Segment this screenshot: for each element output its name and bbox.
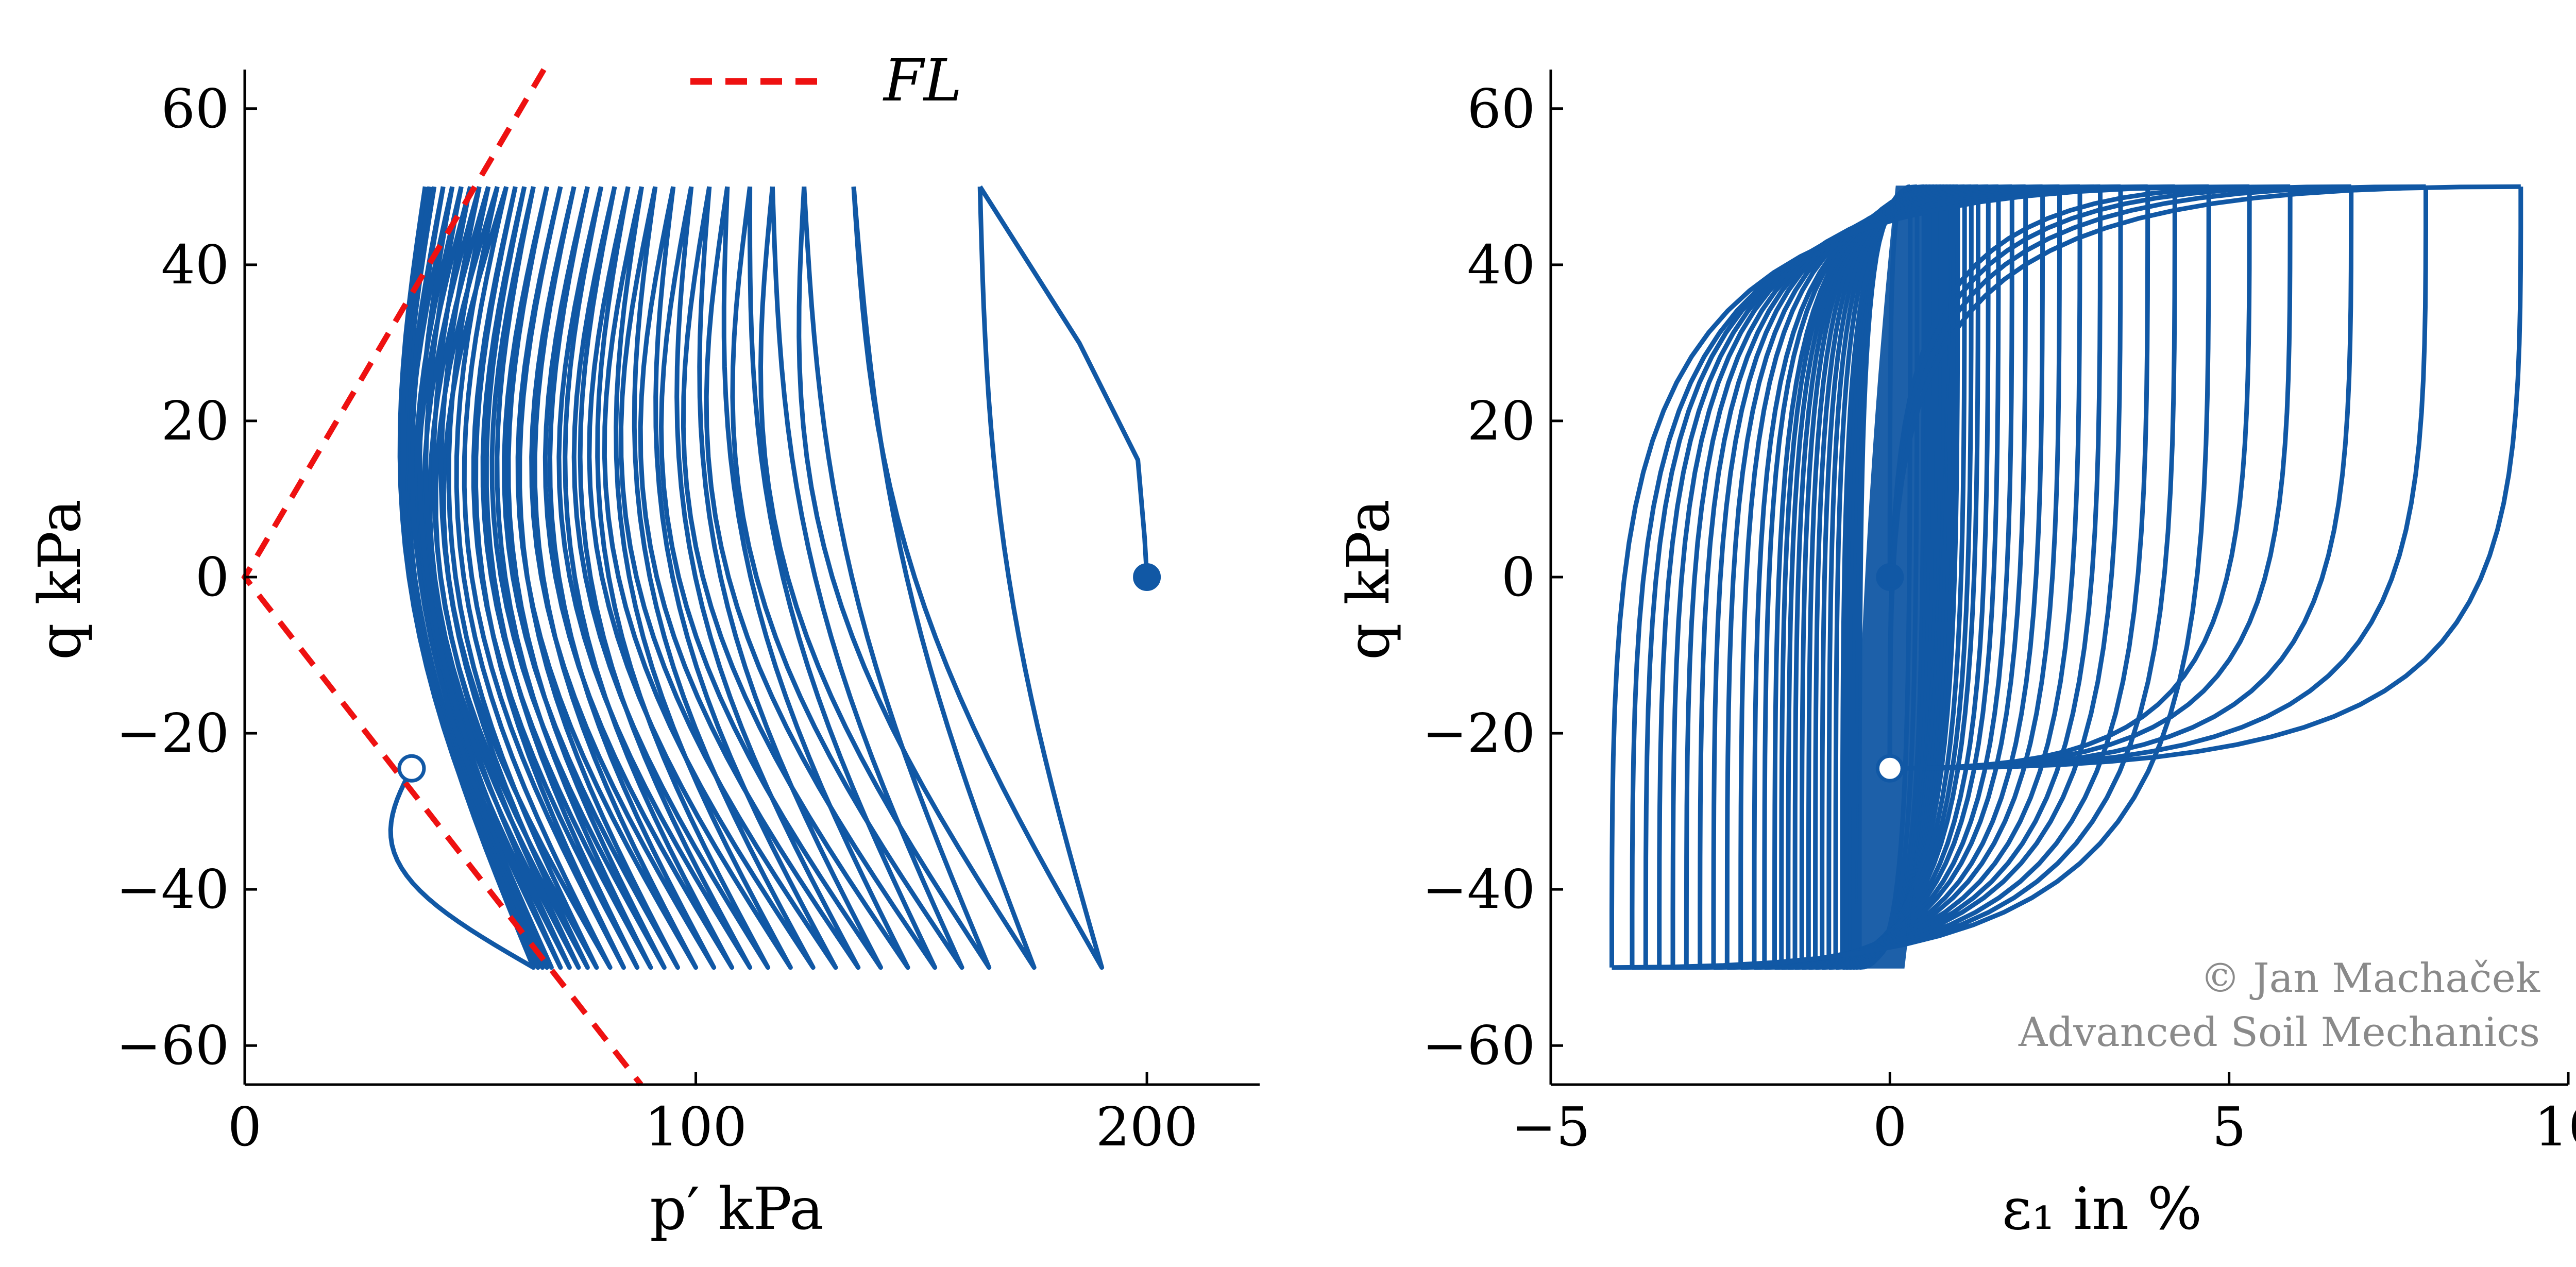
stress-path-y-tick-label: 20 <box>161 390 229 452</box>
stress-strain-x-tick-label: −5 <box>1511 1095 1590 1158</box>
stress-path-cycle <box>462 186 626 970</box>
stress-strain-unloading-branch <box>1890 187 2252 771</box>
stress-path-cycle <box>619 186 838 970</box>
legend: FL <box>690 47 962 114</box>
stress-path-y-tick-label: −20 <box>116 702 229 765</box>
stress-strain-markers <box>1875 563 1904 783</box>
stress-path-cycle <box>851 187 1105 970</box>
stress-path-cycle <box>441 185 613 970</box>
stress-path-cycle <box>529 186 717 970</box>
stress-path-cycle <box>502 186 680 970</box>
stress-strain-unloading-branch <box>1890 187 2428 771</box>
stress-path-y-label: q kPa <box>27 499 94 660</box>
stress-path-cycle <box>388 186 536 970</box>
stress-path-y-tick-label: 60 <box>161 77 229 140</box>
stress-strain-y-tick-label: 20 <box>1467 390 1535 452</box>
stress-path-cycle <box>602 186 816 970</box>
stress-path-end-marker <box>397 754 426 783</box>
stress-path-start-marker <box>1133 563 1161 591</box>
stress-strain-unloading-branch <box>1890 187 2293 771</box>
stress-path-curve <box>388 185 1149 970</box>
stress-path-cycle <box>571 186 771 970</box>
watermark-line-2: Advanced Soil Mechanics <box>2018 1009 2540 1056</box>
stress-strain-loading-branch <box>1609 184 2250 968</box>
stress-path-cycle <box>587 186 793 970</box>
stress-path-cycle <box>638 186 861 970</box>
stress-strain-start-marker <box>1876 563 1904 591</box>
stress-strain-curve <box>1609 184 2523 970</box>
stress-path-x-tick-label: 100 <box>645 1095 747 1158</box>
stress-strain-x-label: ε₁ in % <box>2002 1176 2202 1243</box>
stress-path-cycle <box>556 186 753 970</box>
stress-strain-unloading-branch <box>1890 187 2354 771</box>
watermark: © Jan Machaček Advanced Soil Mechanics <box>2018 955 2540 1056</box>
stress-strain-x-tick-label: 5 <box>2212 1095 2246 1158</box>
stress-strain-y-tick-label: 60 <box>1467 77 1535 140</box>
stress-path-cycle <box>659 186 883 970</box>
stress-strain-chart: −5 0 5 10 60 40 20 0 −20 −40 −60 ε₁ in % q kPa <box>1335 70 2576 1243</box>
stress-path-y-tick-label: −60 <box>116 1014 229 1077</box>
stress-strain-end-marker <box>1875 754 1904 783</box>
watermark-line-1: © Jan Machaček <box>2200 955 2540 1002</box>
stress-path-x-label: p′ kPa <box>650 1176 824 1243</box>
stress-strain-y-label: q kPa <box>1335 499 1402 660</box>
stress-path-cycle <box>543 186 735 970</box>
stress-path-cycle <box>796 186 1037 970</box>
stress-path-cycle <box>704 186 938 970</box>
stress-strain-loading-branch <box>1630 184 2209 968</box>
stress-strain-y-tick-label: −40 <box>1422 858 1535 921</box>
stress-path-y-tick-label: −40 <box>116 858 229 921</box>
stress-strain-ticks: −5 0 5 10 60 40 20 0 −20 −40 −60 <box>1422 77 2576 1158</box>
stress-path-cycle <box>413 186 563 970</box>
stress-strain-x-tick-label: 0 <box>1873 1095 1907 1158</box>
stress-strain-x-tick-label: 10 <box>2534 1095 2576 1158</box>
stress-path-x-tick-label: 0 <box>228 1095 262 1158</box>
stress-path-x-tick-label: 200 <box>1096 1095 1198 1158</box>
stress-path-cycle <box>758 186 992 970</box>
stress-path-markers <box>397 563 1161 783</box>
stress-path-y-tick-label: 0 <box>195 546 229 609</box>
legend-fl-label: FL <box>883 47 962 114</box>
stress-path-initial-loading <box>978 185 1149 578</box>
stress-strain-y-tick-label: 40 <box>1467 233 1535 296</box>
stress-path-cycle <box>480 186 653 970</box>
stress-path-cycle <box>489 186 667 970</box>
stress-path-cycle <box>433 186 599 970</box>
stress-path-y-tick-label: 40 <box>161 233 229 296</box>
stress-path-cycle <box>730 186 964 970</box>
stress-strain-y-tick-label: −20 <box>1422 702 1535 765</box>
stress-strain-y-tick-label: 0 <box>1501 546 1535 609</box>
stress-path-cycle <box>681 186 910 970</box>
stress-strain-unloading-branch <box>1890 187 2523 771</box>
stress-strain-y-tick-label: −60 <box>1422 1014 1535 1077</box>
